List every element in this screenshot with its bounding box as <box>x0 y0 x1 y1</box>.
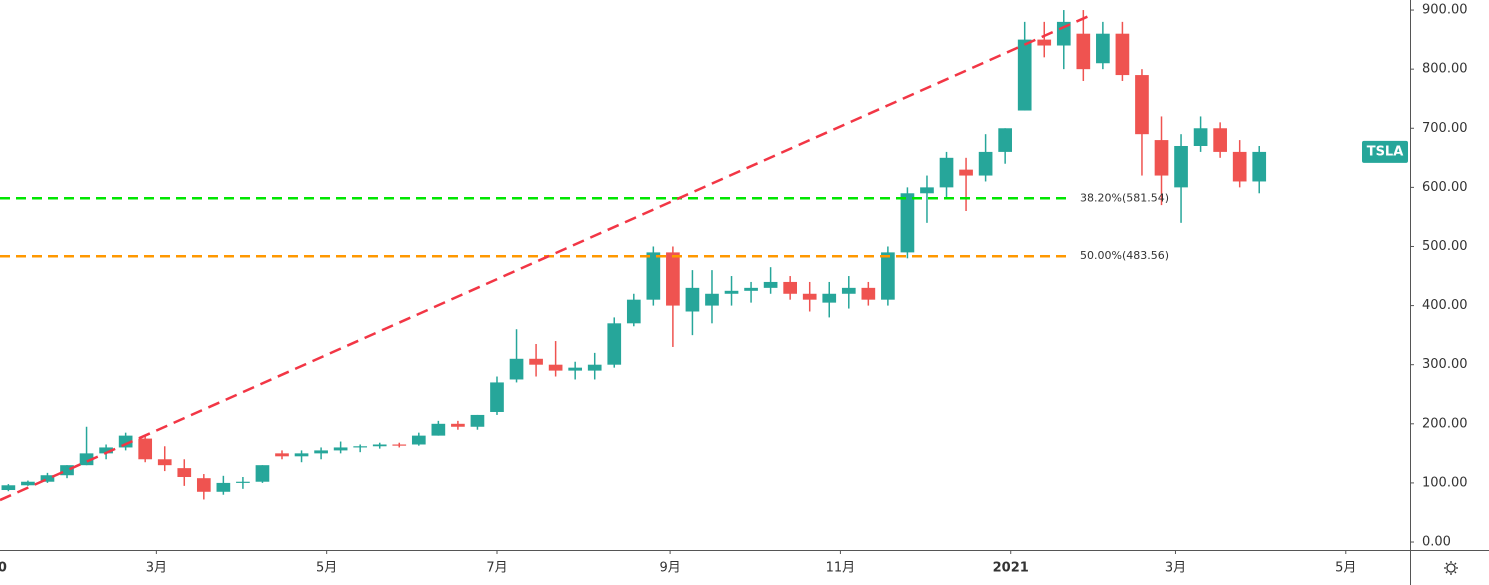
candle-body <box>705 293 719 306</box>
candle-body <box>333 447 348 451</box>
candle-body <box>646 252 661 300</box>
y-tick-label: 100.00 <box>1422 475 1468 490</box>
symbol-label: TSLA <box>1367 144 1404 159</box>
candle-body <box>451 423 465 427</box>
candle-body <box>685 287 700 312</box>
candle-body <box>236 481 250 483</box>
candle-body <box>1174 145 1188 188</box>
x-tick-label: 2021 <box>993 561 1029 576</box>
candle-body <box>568 367 583 371</box>
y-tick-label: 700.00 <box>1422 121 1468 136</box>
candle-body <box>372 444 387 447</box>
candle-body <box>1213 128 1227 152</box>
plot-area <box>1 10 1267 500</box>
candle-body <box>431 423 446 436</box>
x-tick-label: 3月 <box>1165 561 1186 576</box>
y-tick-label: 800.00 <box>1422 62 1468 77</box>
candle-body <box>626 299 641 324</box>
candle-body <box>1115 33 1130 76</box>
y-tick-label: 600.00 <box>1422 180 1468 195</box>
candle-body <box>21 481 35 486</box>
candle-body <box>529 358 543 365</box>
candle-body <box>392 444 407 446</box>
candle-body <box>490 382 504 412</box>
candle-body <box>216 482 231 492</box>
trend-line <box>0 13 1093 502</box>
fib-label: 50.00%(483.56) <box>1080 249 1169 262</box>
candle-body <box>40 475 55 482</box>
candle-body <box>1017 39 1032 111</box>
candle-body <box>802 293 817 300</box>
candle-body <box>509 358 524 380</box>
fib-label: 38.20%(581.54) <box>1080 191 1169 204</box>
candle-body <box>1 485 16 491</box>
candle-body <box>60 465 74 476</box>
candle-body <box>763 281 778 288</box>
y-tick-label: 900.00 <box>1422 3 1468 18</box>
candle-body <box>666 252 680 306</box>
candle-body <box>1193 128 1208 146</box>
candle-body <box>881 252 895 300</box>
candle-body <box>1076 33 1091 70</box>
symbol-badge <box>1362 140 1408 163</box>
candle-body <box>99 447 113 454</box>
x-tick-label: 5月 <box>316 561 337 576</box>
candle-body <box>1096 33 1110 64</box>
candle-body <box>548 364 563 371</box>
candle-body <box>783 281 797 294</box>
candle-body <box>841 287 856 294</box>
candle-body <box>744 287 758 291</box>
candle-body <box>138 438 153 460</box>
candle-body <box>353 446 368 448</box>
candle-body <box>275 453 289 457</box>
candle-body <box>411 435 426 445</box>
settings-icon[interactable] <box>1444 561 1458 575</box>
candle-body <box>1232 151 1247 182</box>
candle-body <box>118 435 133 448</box>
x-tick-label: 11月 <box>826 561 856 576</box>
candle-body <box>978 151 993 176</box>
candle-body <box>939 157 954 188</box>
candle-body <box>900 193 915 253</box>
candle-body <box>959 169 973 176</box>
candle-body <box>177 468 192 478</box>
x-tick-label: 2020 <box>0 561 7 576</box>
y-tick-label: 200.00 <box>1422 416 1468 431</box>
candle-body <box>294 453 309 457</box>
candle-body <box>1037 39 1052 46</box>
candle-body <box>1154 140 1169 176</box>
candle-body <box>470 414 485 427</box>
candle-body <box>920 187 934 194</box>
candle-body <box>607 323 622 365</box>
x-tick-label: 7月 <box>486 561 507 576</box>
candle-body <box>314 450 328 454</box>
candle-body <box>1135 75 1149 135</box>
y-tick-label: 500.00 <box>1422 239 1468 254</box>
y-tick-label: 400.00 <box>1422 298 1468 313</box>
candle-body <box>998 128 1012 152</box>
candle-body <box>255 465 270 482</box>
candle-body <box>157 459 172 466</box>
y-tick-label: 0.00 <box>1422 535 1451 550</box>
candle-body <box>587 364 602 371</box>
candle-body <box>724 290 739 294</box>
candle-body <box>822 293 837 303</box>
candle-body <box>196 478 211 492</box>
candle-body <box>861 287 876 300</box>
x-tick-label: 5月 <box>1335 561 1356 576</box>
candle-body <box>1252 151 1267 182</box>
y-tick-label: 300.00 <box>1422 357 1468 372</box>
x-tick-label: 9月 <box>659 561 680 576</box>
candle-body <box>79 453 94 466</box>
x-tick-label: 3月 <box>146 561 167 576</box>
